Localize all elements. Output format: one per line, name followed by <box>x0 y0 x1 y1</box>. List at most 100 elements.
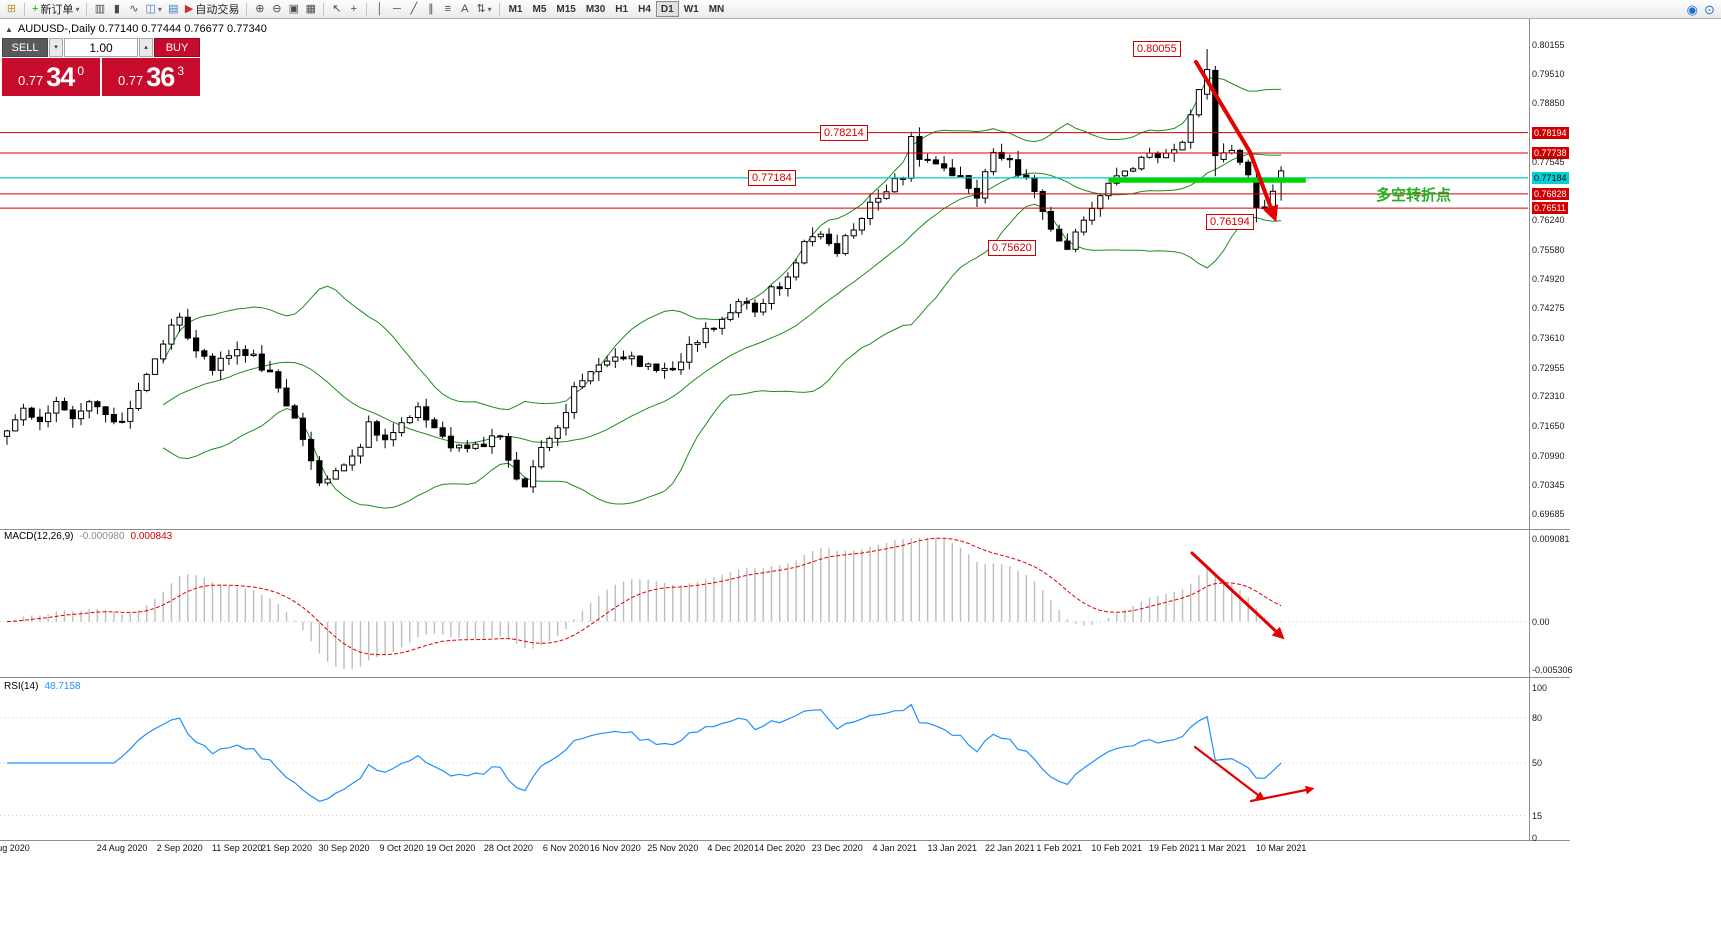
symbol-ohlc-text: AUDUSD-,Daily 0.77140 0.77444 0.76677 0.… <box>17 23 267 35</box>
axis-label: 50 <box>1532 758 1543 768</box>
sell-price-display[interactable]: 0.77 34 0 <box>2 58 100 96</box>
new-order-button[interactable]: + 新订单 ▾ <box>29 1 82 18</box>
zoom-out-button[interactable]: ⊖ <box>268 1 285 18</box>
text-label-button[interactable]: A <box>456 1 473 18</box>
toolbar-separator <box>24 2 25 16</box>
tile-windows-button[interactable]: ▣ <box>285 1 302 18</box>
toolbar-separator <box>366 2 368 16</box>
buy-price-display[interactable]: 0.77 36 3 <box>102 58 200 96</box>
date-label: 11 Sep 2020 <box>211 843 263 853</box>
date-label: 30 Sep 2020 <box>318 843 370 853</box>
date-label: 1 Mar 2021 <box>1200 843 1247 853</box>
vertical-line-icon: │ <box>376 2 384 15</box>
axis-label: 0.75580 <box>1532 244 1565 255</box>
cursor-button[interactable]: ↖ <box>328 1 345 18</box>
timeframe-w1-button[interactable]: W1 <box>679 1 704 17</box>
date-label: 14 Dec 2020 <box>754 843 806 853</box>
axis-label: 0.76511 <box>1532 202 1568 215</box>
axis-label: 0.78194 <box>1532 126 1569 139</box>
equidistant-channel-button[interactable]: ∥ <box>422 1 439 18</box>
candle-chart-button[interactable]: ▮ <box>108 1 125 18</box>
sell-button[interactable]: SELL <box>2 38 48 57</box>
fibonacci-button[interactable]: ≡ <box>439 1 456 18</box>
date-label: 28 Oct 2020 <box>483 843 533 853</box>
date-label: 19 Oct 2020 <box>426 843 476 853</box>
timeframe-m15-button[interactable]: M15 <box>551 1 580 17</box>
macd-main-value: -0.000980 <box>79 531 125 542</box>
axis-label: 0.76240 <box>1532 215 1565 226</box>
crosshair-button[interactable]: + <box>345 1 362 18</box>
crosshair-icon: + <box>350 2 358 15</box>
axis-label: 0.76828 <box>1532 187 1569 200</box>
profiles-icon: ◫ <box>145 2 156 15</box>
text-label-icon: A <box>461 2 469 15</box>
mql5-community-button[interactable]: ◉ <box>1684 1 1701 18</box>
axis-label: 0.70345 <box>1532 479 1565 490</box>
arrows-tool-icon: ⇅ <box>476 2 486 15</box>
macd-name: MACD(12,26,9) <box>4 531 74 542</box>
autotrading-icon: ▶ <box>184 2 194 15</box>
axis-label: -0.005306 <box>1532 665 1573 675</box>
date-label: 22 Jan 2021 <box>985 843 1035 853</box>
horizontal-line-button[interactable]: ─ <box>388 1 405 18</box>
profiles-button[interactable]: ◫ ▾ <box>142 1 164 18</box>
new-chart-icon: ⊞ <box>6 2 17 15</box>
price-callout[interactable]: 0.78214 <box>820 124 868 141</box>
autotrading-button[interactable]: ▶ 自动交易 <box>182 1 242 18</box>
volume-decrease-button[interactable]: ▾ <box>49 38 63 57</box>
date-label: 19 Feb 2021 <box>1148 843 1200 853</box>
pane-divider-rsi[interactable] <box>0 677 1570 678</box>
search-button[interactable]: ⊙ <box>1701 1 1718 18</box>
buy-button[interactable]: BUY <box>154 38 200 57</box>
date-label: 4 Dec 2020 <box>707 843 754 853</box>
timeframe-toolbar: M1 M5 M15 M30 H1 H4 D1 W1 MN <box>504 0 730 18</box>
date-label: 24 Aug 2020 <box>96 843 148 853</box>
line-chart-button[interactable]: ∿ <box>125 1 142 18</box>
new-order-label: 新订单 <box>40 4 74 16</box>
data-window-button[interactable]: ▤ <box>165 1 182 18</box>
price-callout[interactable]: 0.80055 <box>1133 41 1181 58</box>
price-axis-separator <box>1529 19 1530 841</box>
timeframe-d1-button[interactable]: D1 <box>655 1 679 17</box>
rsi-name: RSI(14) <box>4 681 39 692</box>
arrange-windows-icon: ▦ <box>305 2 317 15</box>
text-annotation[interactable]: 多空转折点 <box>1376 187 1452 204</box>
buy-price-big: 36 <box>146 61 175 92</box>
price-axis[interactable]: 0.80155 0.79510 0.78850 0.78194 0.77738 0.775… <box>1530 0 1585 860</box>
bar-chart-button[interactable]: ▥ <box>91 1 108 18</box>
date-label: 13 Jan 2021 <box>927 843 978 853</box>
axis-label: 0.77184 <box>1532 171 1569 184</box>
timeframe-h1-button[interactable]: H1 <box>610 1 633 17</box>
sell-price-small: 0.77 <box>17 73 44 88</box>
price-callout[interactable]: 0.77184 <box>748 169 796 186</box>
bar-chart-icon: ▥ <box>94 2 106 15</box>
timeframe-mn-button[interactable]: MN <box>704 1 730 17</box>
vertical-line-button[interactable]: │ <box>371 1 388 18</box>
new-chart-button[interactable]: ⊞ <box>3 1 20 18</box>
trendline-button[interactable]: ╱ <box>405 1 422 18</box>
date-label: 25 Nov 2020 <box>647 843 699 853</box>
timeframe-h4-button[interactable]: H4 <box>633 1 656 17</box>
toolbar-right-group: ◉ ⊙ <box>1684 0 1718 18</box>
axis-label: 0.70990 <box>1532 450 1565 461</box>
zoom-in-button[interactable]: ⊕ <box>251 1 268 18</box>
axis-label: 0.009081 <box>1532 533 1570 544</box>
price-callout[interactable]: 0.76194 <box>1206 214 1254 231</box>
axis-label: 0.71650 <box>1532 421 1565 432</box>
timeframe-m1-button[interactable]: M1 <box>504 1 528 17</box>
volume-input[interactable] <box>64 38 138 57</box>
fibonacci-icon: ≡ <box>444 2 452 15</box>
price-callout[interactable]: 0.75620 <box>988 240 1036 257</box>
new-order-icon: + <box>32 2 39 15</box>
toolbar-left-group: ⊞ + 新订单 ▾ ▥ ▮ ∿ ◫ ▾ ▤ ▶ 自动交易 ⊕ ⊖ ▣ ▦ ↖ + │ ─ ╱ ∥ ≡ A ⇅ ▾ <box>3 0 495 18</box>
volume-increase-button[interactable]: ▴ <box>139 38 153 57</box>
timeframe-m5-button[interactable]: M5 <box>527 1 551 17</box>
time-axis[interactable]: 4 Aug 2020 24 Aug 2020 2 Sep 2020 11 Sep 20… <box>0 843 1530 858</box>
date-label: 6 Nov 2020 <box>542 843 589 853</box>
timeframe-m30-button[interactable]: M30 <box>581 1 610 17</box>
pane-divider-macd[interactable] <box>0 529 1570 530</box>
arrange-windows-button[interactable]: ▦ <box>302 1 319 18</box>
arrows-tool-button[interactable]: ⇅ ▾ <box>473 1 494 18</box>
